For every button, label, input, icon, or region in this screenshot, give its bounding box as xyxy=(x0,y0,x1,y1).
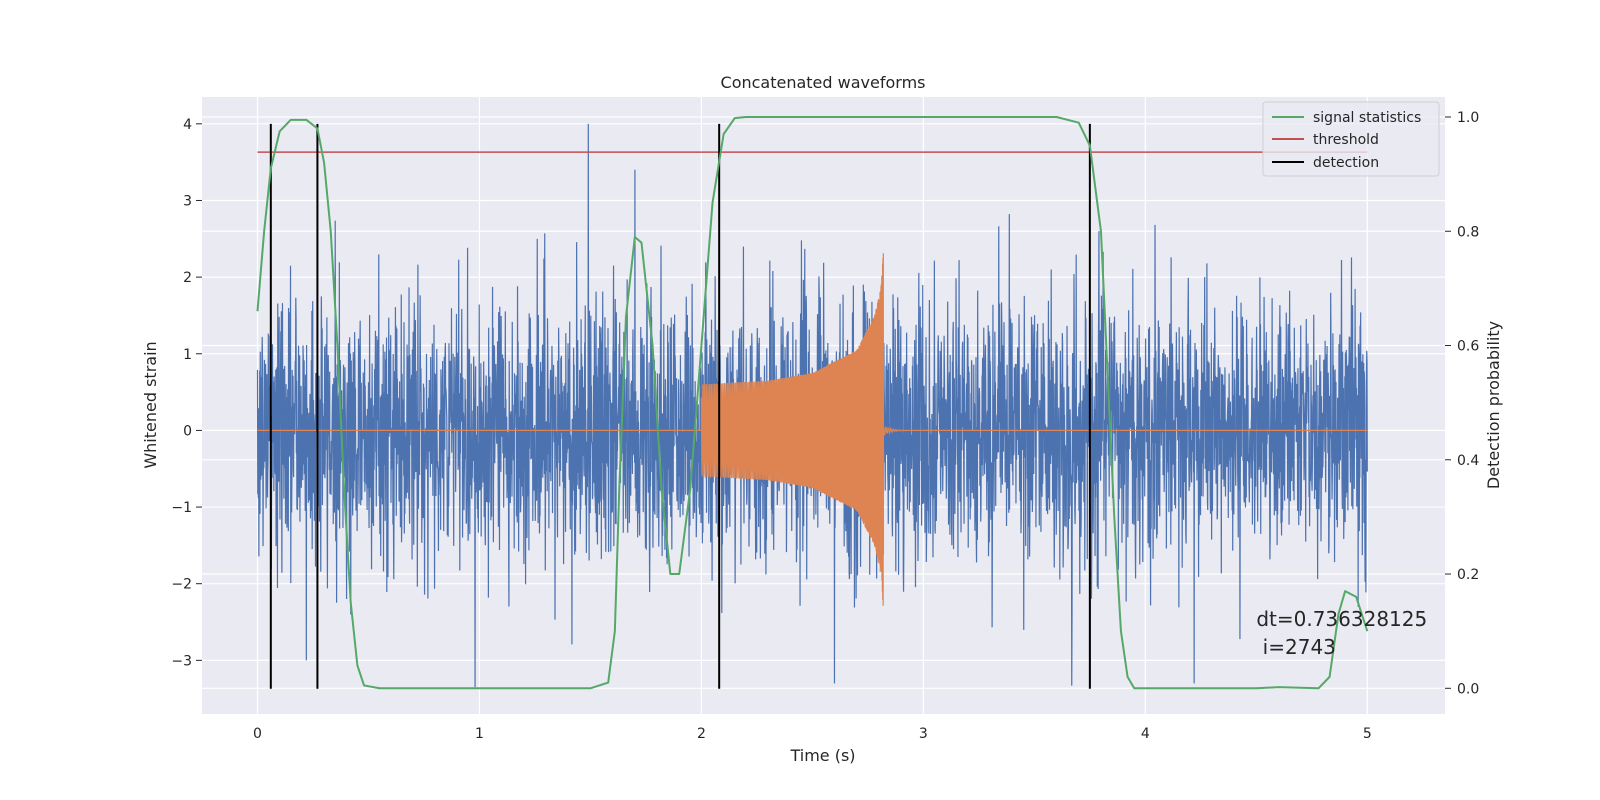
legend-label-detection: detection xyxy=(1313,155,1379,171)
y2-tick-label: 0.8 xyxy=(1457,224,1479,240)
y2-tick-label: 1.0 xyxy=(1457,110,1479,126)
y2-tick-label: 0.0 xyxy=(1457,681,1479,697)
x-tick-label: 2 xyxy=(697,726,706,742)
y-tick-label: −2 xyxy=(171,577,192,593)
y-axis-label: Whitened strain xyxy=(141,341,160,468)
series-signal-statistics xyxy=(256,116,1369,690)
signal-statistics-line xyxy=(256,116,1369,690)
x-tick-label: 3 xyxy=(919,726,928,742)
annotation-dt: dt=0.736328125 xyxy=(1256,607,1427,631)
y-tick-label: −1 xyxy=(171,500,192,516)
chart-title: Concatenated waveforms xyxy=(721,73,926,92)
y2-tick-label: 0.2 xyxy=(1457,567,1479,583)
series-chirp xyxy=(257,253,1368,606)
x-tick-label: 0 xyxy=(253,726,262,742)
x-tick-label: 5 xyxy=(1363,726,1372,742)
legend-box xyxy=(1262,101,1440,177)
y2-tick-label: 0.4 xyxy=(1457,453,1479,469)
x-axis-label: Time (s) xyxy=(789,746,855,765)
series-detection xyxy=(269,123,1091,689)
legend-label-threshold: threshold xyxy=(1313,132,1379,148)
chirp-line xyxy=(257,253,1368,606)
y-tick-label: 3 xyxy=(183,193,192,209)
y-tick-label: 0 xyxy=(183,423,192,439)
ticks: 0 1 2 3 4 5 −3 −2 −1 0 1 2 3 4 0.0 0.2 0.4 0.6 0.8 1.0 xyxy=(171,110,1479,742)
x-tick-label: 4 xyxy=(1141,726,1150,742)
annotation-i: i=2743 xyxy=(1256,635,1336,659)
y-tick-label: −3 xyxy=(171,653,192,669)
legend-label-signal-statistics: signal statistics xyxy=(1313,110,1421,126)
y2-axis-label: Detection probability xyxy=(1484,321,1503,489)
legend: signal statistics threshold detection xyxy=(1262,101,1440,177)
y-tick-label: 1 xyxy=(183,347,192,363)
y-tick-label: 2 xyxy=(183,270,192,286)
y2-tick-label: 0.6 xyxy=(1457,339,1479,355)
x-tick-label: 1 xyxy=(475,726,484,742)
y-tick-label: 4 xyxy=(183,117,192,133)
